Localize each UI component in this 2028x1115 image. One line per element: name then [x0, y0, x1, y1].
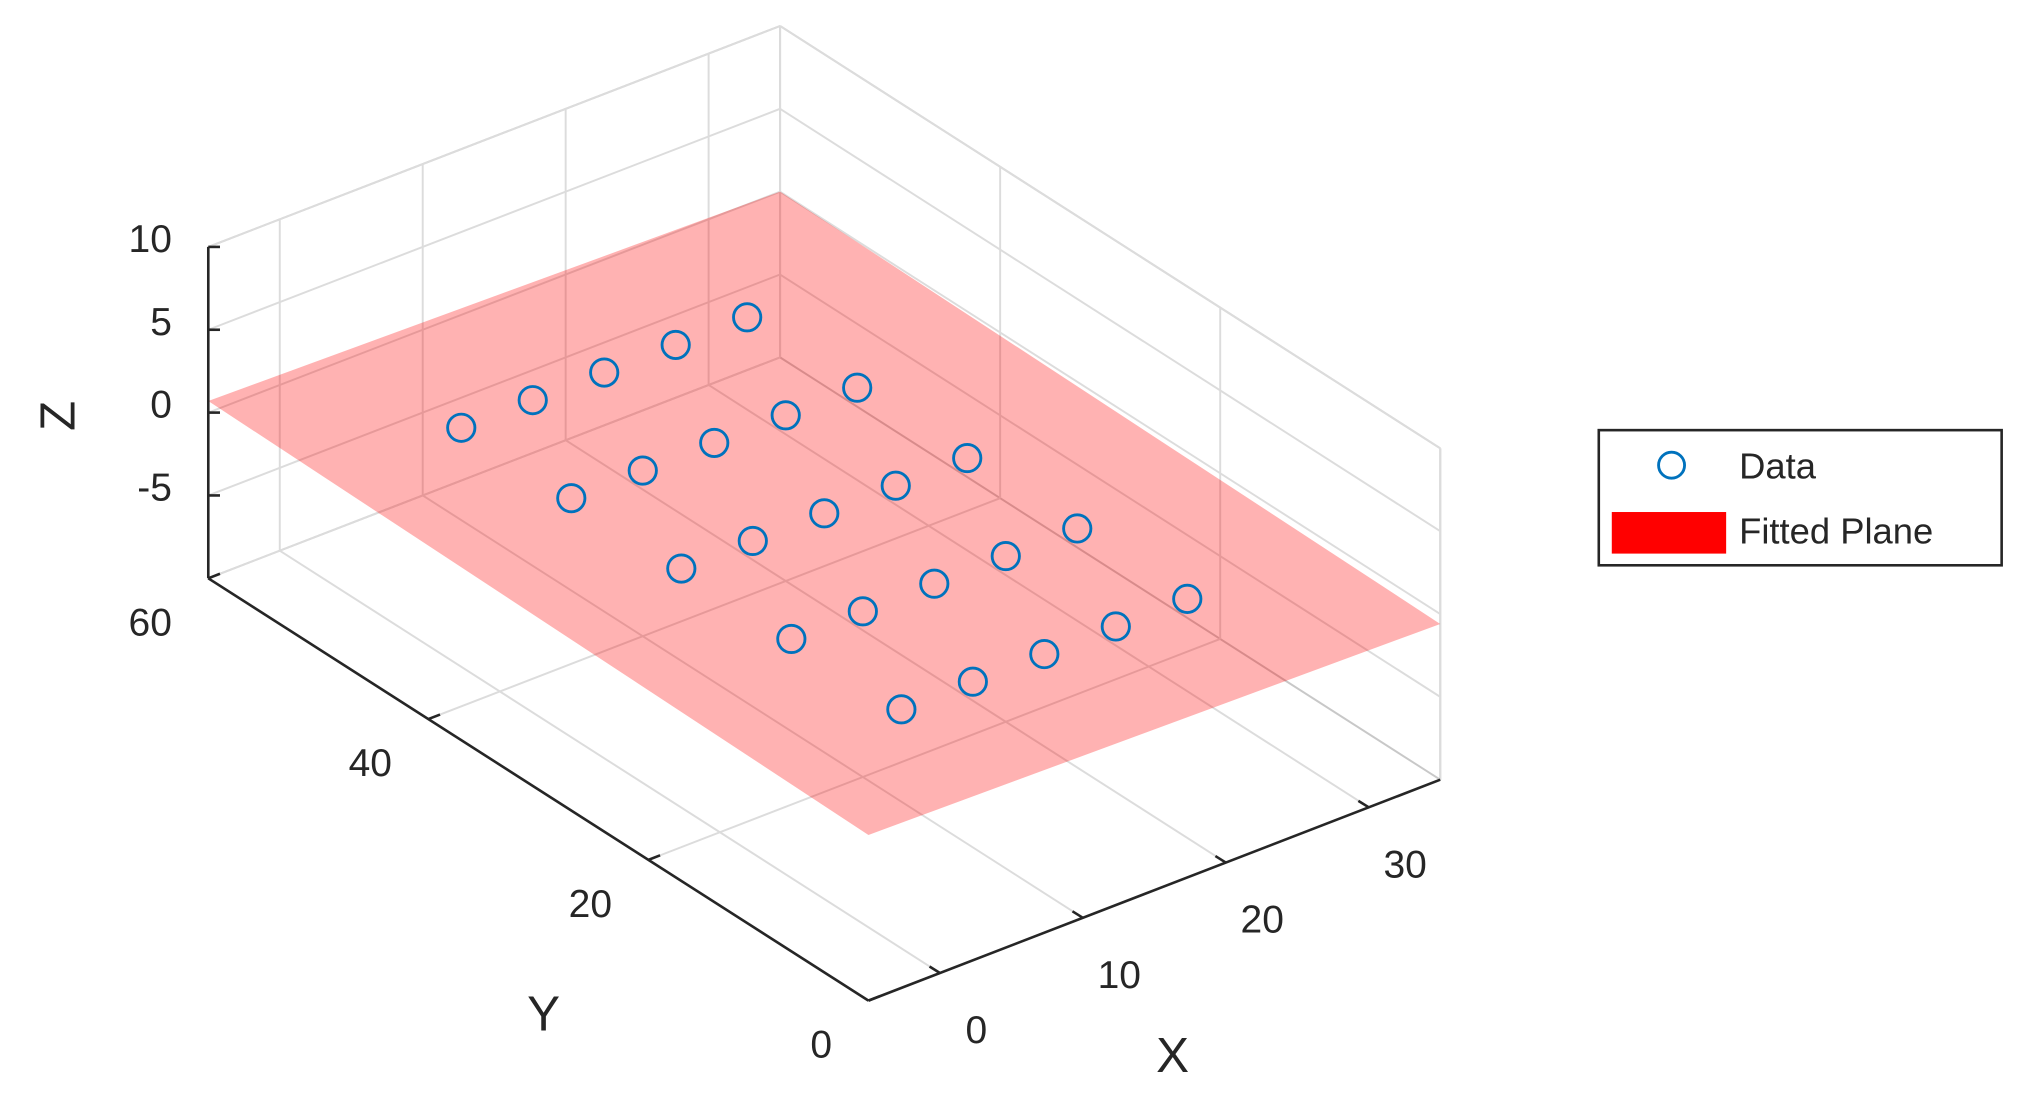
- z-tick-label: 5: [150, 301, 172, 344]
- x-tick: [1357, 799, 1370, 809]
- grid-line: [565, 439, 1227, 864]
- grid-line: [207, 190, 781, 414]
- x-tick-label: 10: [1098, 954, 1141, 997]
- z-tick-label: 0: [150, 384, 172, 427]
- x-axis-label: X: [1156, 1028, 1189, 1083]
- y-tick: [207, 572, 221, 580]
- x-tick-label: 30: [1383, 843, 1426, 886]
- data-point: [737, 525, 768, 557]
- grid-line: [427, 497, 1001, 720]
- z-tick-label: 10: [129, 218, 172, 261]
- data-point: [770, 400, 801, 431]
- grid: [207, 25, 1442, 1002]
- data-point: [1100, 611, 1131, 642]
- grid-line: [207, 273, 781, 497]
- y-tick: [427, 713, 441, 721]
- y-axis: [207, 577, 870, 1002]
- data-point: [842, 372, 873, 403]
- fitted-plane: [208, 191, 1441, 835]
- y-tick: [647, 854, 661, 862]
- data-point: [952, 443, 983, 474]
- legend-swatch: [1611, 512, 1727, 554]
- data-point: [556, 483, 587, 514]
- grid-line: [207, 107, 781, 331]
- x-axis: [867, 778, 1441, 1002]
- legend-marker: [1657, 450, 1686, 480]
- z-axis-label: Z: [30, 401, 85, 431]
- data-point: [517, 385, 548, 416]
- plot-area: [208, 191, 1441, 835]
- data-point: [627, 455, 658, 486]
- y-tick-label: 60: [129, 601, 172, 644]
- x-tick: [1071, 910, 1084, 919]
- data-point: [776, 623, 807, 655]
- grid-line: [708, 384, 1370, 809]
- data-point: [847, 596, 878, 627]
- data-point: [957, 666, 988, 697]
- x-tick-label: 0: [965, 1009, 987, 1052]
- x-tick-label: 20: [1241, 899, 1284, 942]
- axes: -5 0 5 10 0 20 40 60 0 10 20 30: [129, 218, 1441, 1067]
- y-tick-label: 40: [349, 742, 392, 785]
- grid-line: [279, 549, 941, 974]
- x-tick: [1214, 854, 1227, 864]
- z-tick-label: -5: [137, 467, 172, 510]
- grid-line: [779, 108, 1441, 533]
- grid-line: [779, 190, 1441, 615]
- y-axis-label: Y: [527, 987, 560, 1042]
- data-point: [446, 412, 477, 443]
- grid-line: [207, 25, 781, 248]
- data-point: [660, 329, 691, 360]
- data-point: [880, 470, 911, 501]
- x-tick: [928, 965, 941, 975]
- grid-line: [648, 638, 1221, 861]
- data-point: [1172, 583, 1203, 614]
- data-point: [1062, 513, 1093, 544]
- legend-label: Fitted Plane: [1739, 511, 1933, 552]
- data-point: [589, 357, 620, 388]
- data-point: [886, 694, 917, 725]
- data-point: [732, 302, 763, 333]
- data-point: [699, 427, 730, 458]
- data-point: [666, 553, 697, 584]
- legend-label: Data: [1739, 446, 1817, 487]
- data-point: [919, 568, 950, 599]
- y-tick: [867, 994, 881, 1002]
- box-edge: [779, 356, 1441, 781]
- legend: Data Fitted Plane: [1597, 428, 2003, 567]
- data-point: [1029, 639, 1060, 670]
- grid-line: [779, 25, 1441, 450]
- grid-line: [422, 494, 1084, 919]
- data-point: [809, 498, 840, 529]
- y-tick-label: 0: [810, 1024, 832, 1067]
- grid-line: [207, 356, 781, 580]
- data-point: [990, 541, 1021, 572]
- y-tick-label: 20: [569, 883, 612, 926]
- grid-line: [779, 273, 1441, 698]
